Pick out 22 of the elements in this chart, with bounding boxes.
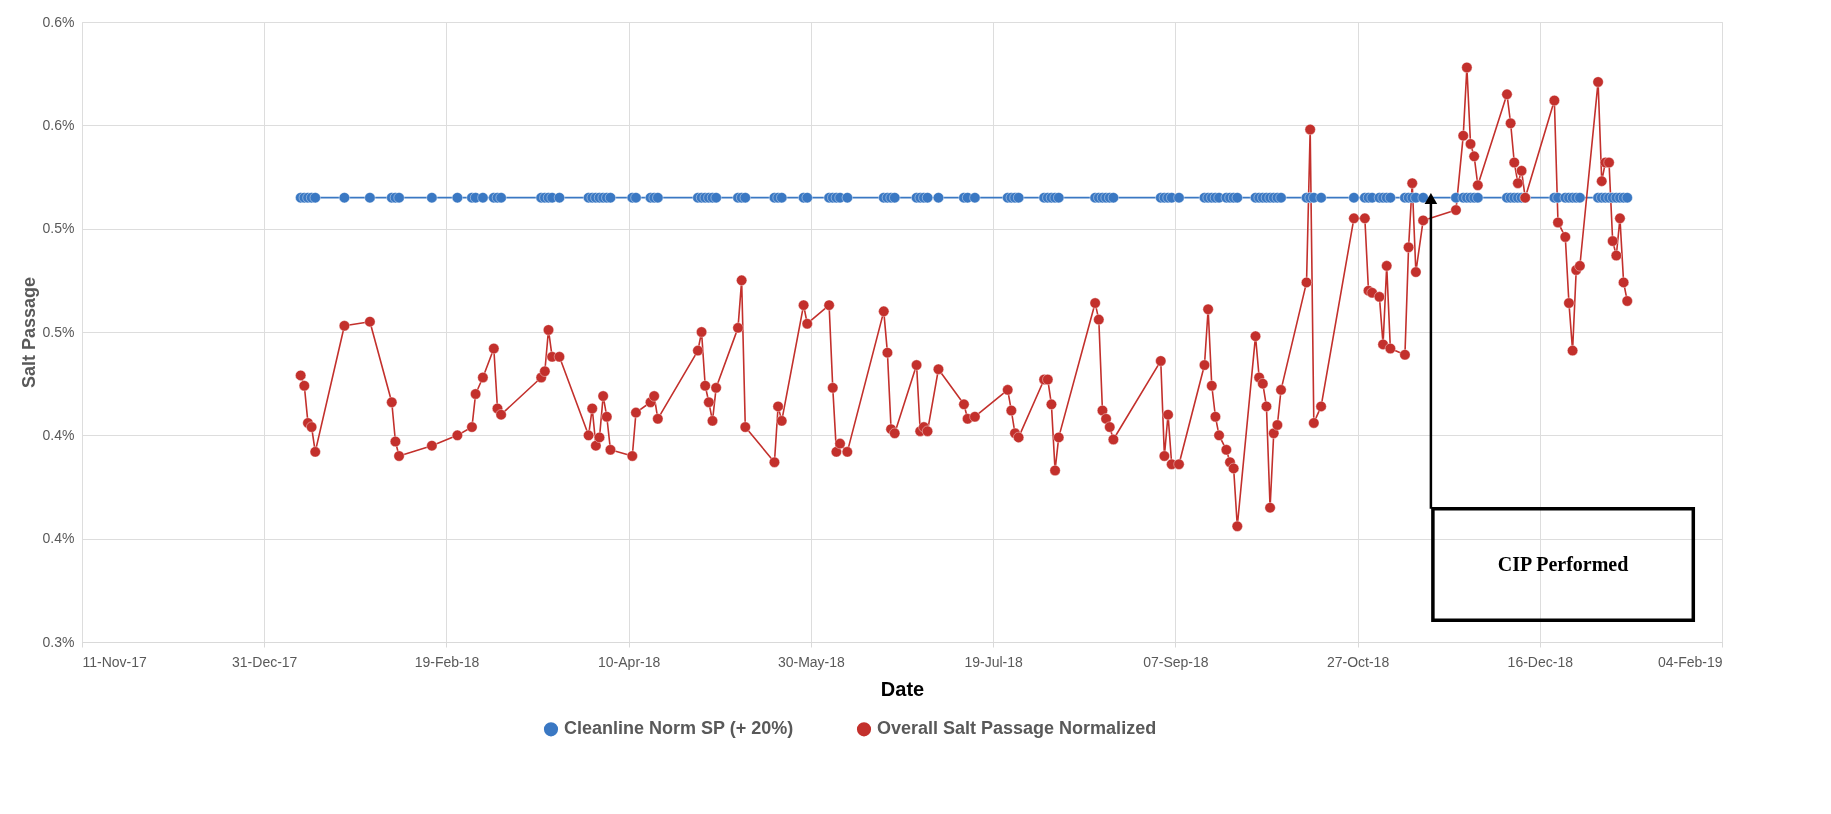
y-tick-label: 0.4% — [42, 426, 75, 443]
y-tick-label: 0.3% — [42, 633, 75, 650]
x-tick-label: 16-Dec-18 — [1507, 653, 1574, 670]
y-tick-label: 0.6% — [42, 116, 75, 133]
y-tick-label: 0.4% — [42, 530, 75, 547]
legend-label: Cleanline Norm SP (+ 20%) — [564, 718, 794, 739]
x-tick-label: 30-May-18 — [777, 653, 846, 670]
x-axis-title: Date — [880, 677, 925, 700]
x-tick-label: 04-Feb-19 — [1657, 653, 1723, 670]
y-axis-title: Salt Passage — [18, 276, 39, 389]
y-tick-label: 0.5% — [42, 220, 75, 237]
x-tick-label: 19-Jul-18 — [964, 653, 1023, 670]
x-tick-label: 10-Apr-18 — [598, 653, 661, 670]
legend-label: Overall Salt Passage Normalized — [877, 718, 1157, 739]
y-tick-label: 0.6% — [42, 13, 75, 30]
x-tick-label: 11-Nov-17 — [82, 653, 148, 670]
y-tick-label: 0.5% — [42, 323, 75, 340]
x-tick-label: 31-Dec-17 — [232, 653, 298, 670]
x-tick-label: 19-Feb-18 — [414, 653, 480, 670]
annotation: CIP Performed — [1497, 552, 1629, 575]
x-tick-label: 07-Sep-18 — [1143, 653, 1209, 670]
x-tick-label: 27-Oct-18 — [1326, 653, 1390, 670]
